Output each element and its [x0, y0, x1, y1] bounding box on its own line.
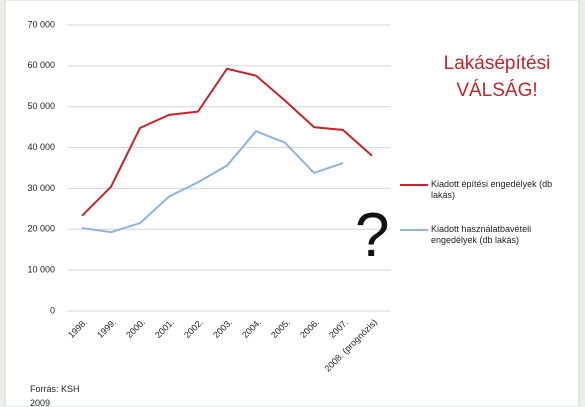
y-tick-label: 60 000	[27, 60, 55, 70]
y-tick-label: 10 000	[27, 265, 55, 275]
source: Forrás: KSH	[30, 384, 80, 394]
y-tick-label: 30 000	[27, 183, 55, 193]
legend-label: Kiadott használatbavételi engedélyek (db…	[431, 224, 532, 245]
chart-title: Lakásépítési VÁLSÁG!	[443, 53, 551, 101]
y-tick-label: 70 000	[27, 19, 55, 29]
series-line	[81, 67, 373, 217]
annotation: ?	[355, 201, 390, 270]
chart-frame	[4, 0, 580, 407]
y-tick-label: 40 000	[27, 142, 55, 152]
legend-label: Kiadott építési engedélyek (db lakás)	[431, 179, 553, 200]
y-tick-label: 0	[50, 305, 55, 315]
series-line	[81, 130, 344, 234]
y-tick-label: 50 000	[27, 101, 55, 111]
y-tick-label: 20 000	[27, 224, 55, 234]
source-year: 2009	[30, 398, 51, 407]
